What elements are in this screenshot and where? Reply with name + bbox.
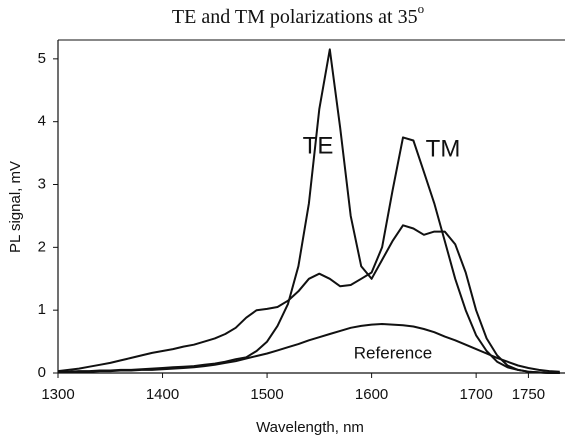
y-tick-label: 3: [38, 175, 46, 192]
x-tick-label: 1750: [512, 386, 545, 403]
y-tick-label: 4: [38, 113, 46, 130]
x-tick-label: 1300: [41, 386, 74, 403]
chart-title: TE and TM polarizations at 35o: [172, 1, 424, 28]
series-label: TM: [426, 135, 461, 162]
series-label: Reference: [354, 343, 432, 362]
x-tick-label: 1500: [250, 386, 283, 403]
y-axis-label: PL signal, mV: [7, 161, 24, 253]
x-tick-label: 1600: [355, 386, 388, 403]
y-tick-label: 1: [38, 301, 46, 318]
x-axis-label: Wavelength, nm: [256, 419, 364, 436]
title-superscript: o: [418, 1, 425, 16]
title-text: TE and TM polarizations at 35: [172, 6, 418, 28]
y-tick-label: 5: [38, 50, 46, 67]
y-tick-label: 0: [38, 364, 46, 381]
x-tick-label: 1700: [459, 386, 492, 403]
line-series: [57, 136, 560, 374]
series-label: TE: [303, 132, 334, 159]
y-tick-label: 2: [38, 238, 46, 255]
line-series: [58, 323, 560, 374]
line-series: [58, 48, 560, 374]
x-tick-label: 1400: [146, 386, 179, 403]
